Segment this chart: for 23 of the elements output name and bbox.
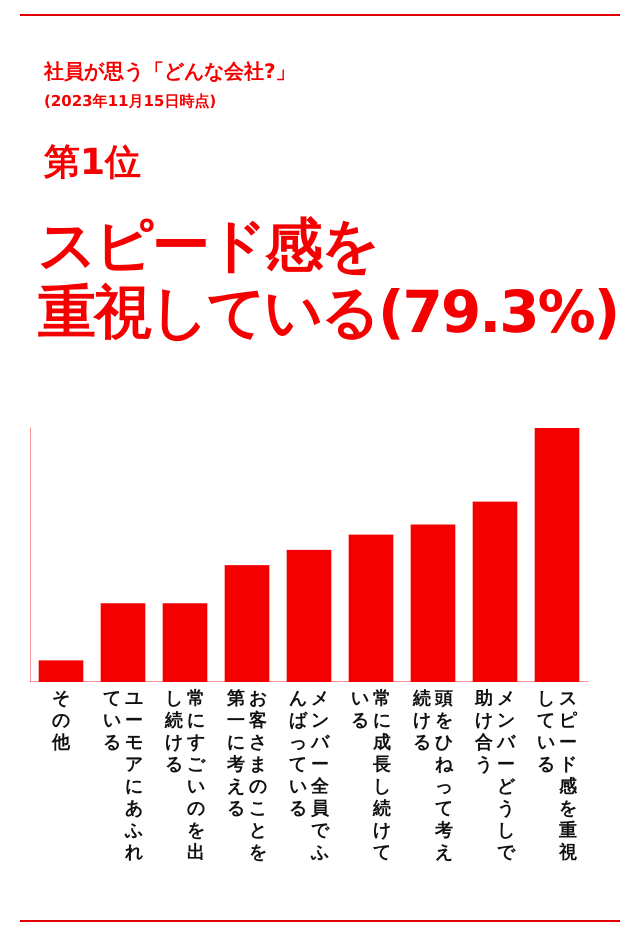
category-label: 頭をひねって考え続ける: [413, 688, 453, 863]
bar: [534, 428, 580, 682]
category-label: メンバー全員でふんばっている: [289, 688, 329, 863]
bar: [286, 550, 332, 682]
text: 重視している(79.3%): [38, 278, 620, 346]
x-tick-label: その他: [50, 688, 72, 755]
category-label: スピード感を重視している: [537, 688, 577, 863]
bar: [162, 603, 208, 682]
category-label: 常にすごいのを出し続ける: [165, 688, 205, 863]
category-label: お客さまのことを第一に考える: [227, 688, 267, 863]
bar: [224, 565, 270, 682]
bar: [348, 534, 394, 682]
chart-title: 社員が思う「どんな会社?」: [44, 58, 296, 85]
bar: [472, 502, 518, 682]
text: スピード感を: [38, 211, 379, 279]
bar: [410, 524, 456, 682]
category-label: 常に成長し続けている: [351, 688, 391, 863]
category-label: メンバーどうしで助け合う: [475, 688, 515, 863]
category-label: ユーモアにあふれている: [103, 688, 143, 863]
bar: [38, 660, 84, 682]
text: 第1位: [44, 141, 142, 185]
bar: [100, 603, 146, 682]
chart-subtitle: (2023年11月15日時点): [44, 92, 216, 111]
